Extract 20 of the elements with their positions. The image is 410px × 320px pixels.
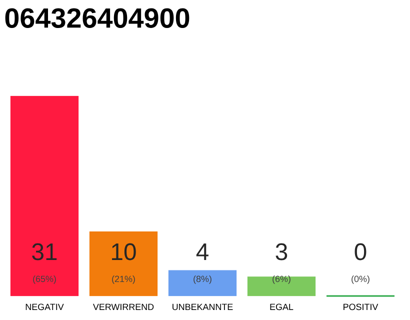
bar (168, 270, 237, 296)
x-tick-label: UNBEKANNTE (172, 304, 233, 310)
x-tick-label: VERWIRREND (92, 304, 154, 310)
chart-title: 064326404900 (5, 8, 190, 28)
annotation: (21%) (112, 276, 135, 284)
annotation: (6%) (272, 276, 290, 284)
bar (89, 231, 158, 296)
data-label: 3 (276, 243, 288, 260)
x-tick-label: NEGATIV (26, 304, 64, 310)
data-label: 31 (32, 243, 57, 260)
x-tick-label: POSITIV (344, 304, 378, 310)
annotation: (8%) (194, 276, 212, 284)
annotation: (0%) (352, 276, 370, 284)
data-label: 10 (112, 243, 136, 260)
data-label: 0 (354, 243, 366, 260)
bar (247, 276, 316, 296)
data-label: 4 (196, 244, 208, 260)
x-tick-label: EGAL (270, 304, 294, 310)
annotation: (65%) (33, 276, 56, 284)
bar (10, 96, 79, 296)
